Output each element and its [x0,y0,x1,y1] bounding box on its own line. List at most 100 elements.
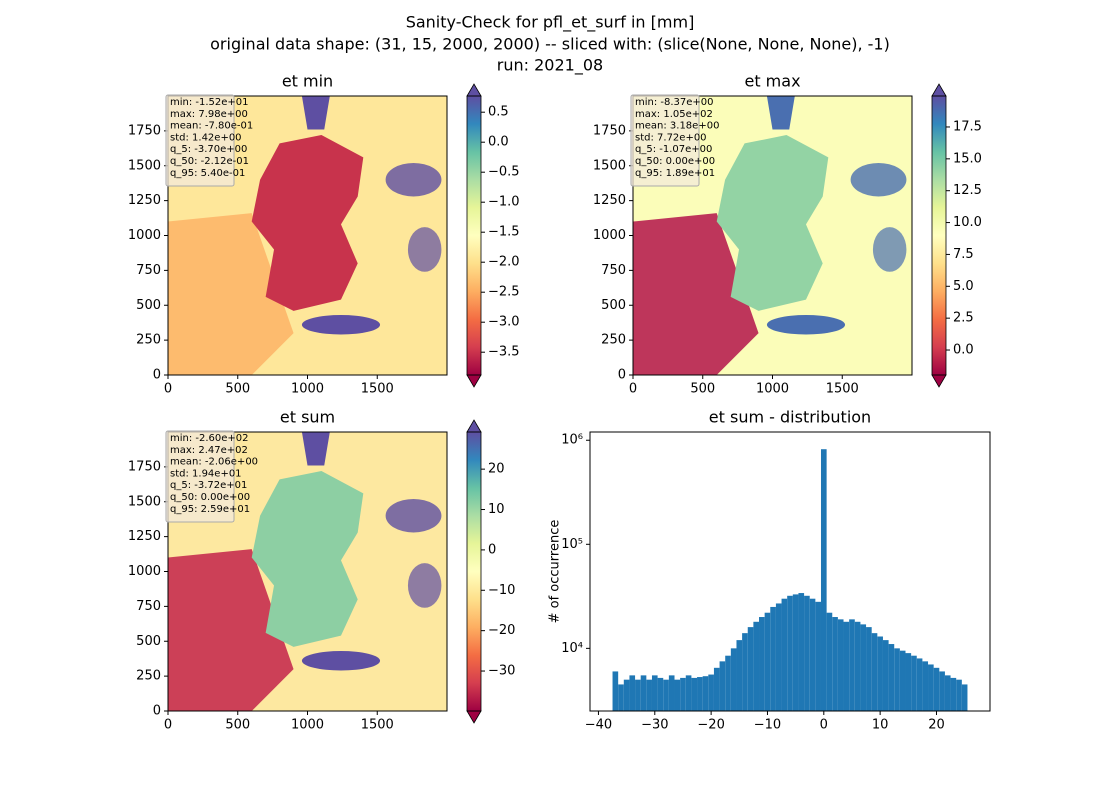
colorbar-tick-label: 17.5 [953,119,982,134]
map-region [850,162,907,197]
colorbar-extend [931,83,947,97]
colorbar-tick-label: −3.5 [488,345,520,360]
colorbar-tick-label: 20 [488,462,505,477]
colorbar-tick-label: −3.0 [488,315,520,330]
stats-line: min: -1.52e+01 [170,97,249,108]
map-region [385,162,442,197]
colorbar-extend [466,710,482,724]
axes-title: et min [282,72,333,91]
x-tick-label: −40 [585,718,612,733]
map-region [633,213,759,375]
y-tick-label: 250 [136,333,161,348]
y-tick-label: 1500 [593,158,626,173]
x-tick-label: 0 [629,382,637,397]
histogram-bar [651,675,658,711]
colorbar-tick-label: 0.5 [488,105,509,120]
suptitle-line: original data shape: (31, 15, 2000, 2000… [210,35,890,54]
histogram-bar [944,675,951,711]
histogram-bar [905,653,912,711]
map-region [407,227,442,272]
x-tick-label: 1000 [291,718,324,733]
colorbar-extend [931,374,947,388]
histogram-bar [894,648,900,711]
x-tick-label: 1500 [361,382,394,397]
colorbar-tick-label: 10.0 [953,215,982,230]
colorbar-tick-label: −0.5 [488,165,520,180]
histogram-bar [854,621,861,711]
colorbar [932,96,946,375]
histogram-bar [804,595,810,711]
y-tick-label: 500 [136,634,161,649]
histogram-bar [730,648,737,711]
histogram-bar [719,661,726,711]
histogram-bar [612,671,619,711]
stats-line: q_5: -3.72e+01 [170,480,247,491]
x-tick-label: 1000 [291,382,324,397]
histogram-bar [843,621,850,711]
stats-line: q_95: 1.89e+01 [635,168,715,179]
suptitle-line: run: 2021_08 [497,56,603,76]
stats-line: mean: -7.80e-01 [170,121,253,132]
x-tick-label: 500 [225,382,250,397]
y-tick-label: 10⁴ [561,641,583,656]
x-tick-label: 1500 [826,382,859,397]
histogram-bar [922,661,929,711]
histogram-bar [815,601,821,711]
x-tick-label: 0 [164,382,172,397]
map-region [301,315,381,335]
y-tick-label: 0 [153,704,161,719]
colorbar-frame [466,95,482,376]
histogram-bar [899,650,906,711]
x-tick-label: 0 [164,718,172,733]
stats-line: mean: -2.06e+00 [170,457,258,468]
histogram-bar [747,627,754,711]
histogram-bar [882,640,889,711]
x-tick-label: −20 [697,718,724,733]
stats-line: max: 7.98e+00 [170,109,248,120]
histogram-bar [635,679,641,711]
colorbar-tick-label: 15.0 [953,151,982,166]
y-tick-label: 750 [601,263,626,278]
y-tick-label: 750 [136,263,161,278]
histogram-bar [629,675,636,711]
y-tick-label: 250 [601,333,626,348]
map-region [168,213,294,375]
x-tick-label: 500 [690,382,715,397]
histogram-bar [888,644,895,711]
stats-box [165,94,235,187]
stats-line: q_5: -3.70e+00 [170,144,247,155]
histogram-bar [826,612,833,711]
histogram-bar [646,679,652,711]
stats-line: max: 1.05e+02 [635,109,713,120]
stats-line: q_5: -1.07e+00 [635,144,712,155]
y-tick-label: 250 [136,669,161,684]
stats-line: min: -2.60e+02 [170,433,249,444]
histogram-bar [759,617,765,711]
histogram-bar [742,633,748,711]
colorbar-extend [466,83,482,97]
y-tick-label: 1250 [128,193,161,208]
y-tick-label: 1750 [593,123,626,138]
x-tick-label: 1500 [361,718,394,733]
colorbar-tick-label: 7.5 [953,247,974,262]
histogram-bar [916,658,923,711]
colorbar-extend [466,419,482,433]
histogram-bar [877,636,883,711]
map-region [168,549,294,711]
stats-line: std: 1.94e+01 [170,468,242,479]
y-tick-label: 500 [601,298,626,313]
stats-line: q_95: 2.59e+01 [170,504,250,515]
colorbar-frame [931,95,947,376]
colorbar-tick-label: 0.0 [488,135,509,150]
histogram-bar [928,664,934,711]
map-region [872,227,907,272]
histogram-bar [820,449,827,711]
map-region [385,498,442,533]
histogram-bar [674,679,681,711]
y-axis-label: # of occurrence [548,520,563,624]
histogram-bar [736,640,743,711]
x-tick-label: 1000 [756,382,789,397]
colorbar-extend [466,374,482,388]
stats-line: max: 2.47e+02 [170,445,248,456]
histogram-bar [787,595,793,711]
